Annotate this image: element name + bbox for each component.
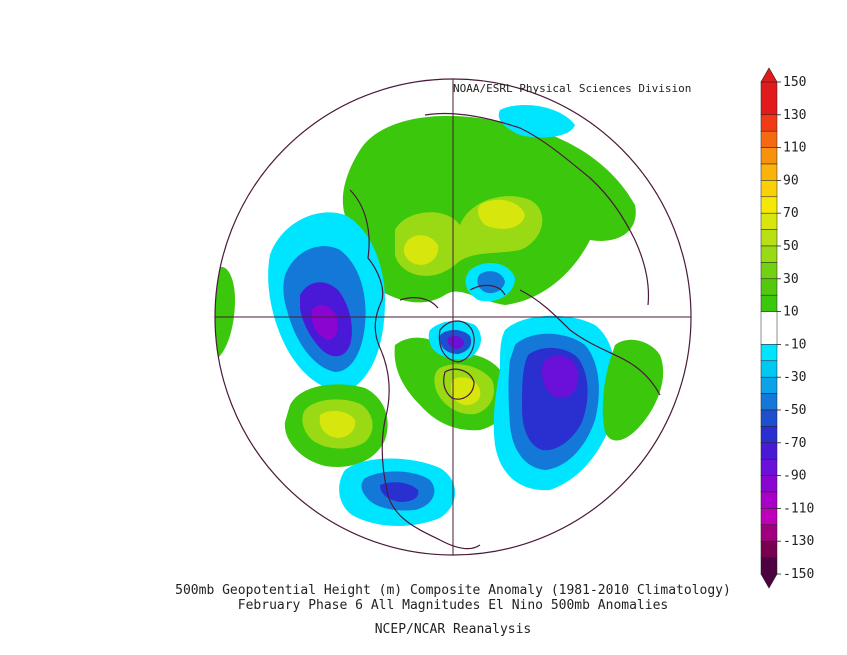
coastline-hudson bbox=[443, 368, 475, 400]
colorbar-bin bbox=[760, 409, 778, 427]
colorbar-bin bbox=[760, 491, 778, 509]
polar-map bbox=[214, 78, 692, 556]
map-boundary bbox=[214, 78, 692, 556]
colorbar-max-arrow bbox=[760, 67, 778, 83]
colorbar-bin bbox=[760, 163, 778, 181]
coastline-arctic-islands bbox=[399, 284, 506, 309]
anomaly-greenland-core bbox=[447, 335, 464, 349]
anomaly-siberia-50b bbox=[477, 199, 525, 229]
anomaly-east-pacific-50 bbox=[319, 410, 356, 438]
colorbar-tick-label: 30 bbox=[783, 272, 799, 287]
colorbar-tick-label: -130 bbox=[783, 534, 814, 549]
colorbar-bin bbox=[760, 130, 778, 148]
colorbar-bin bbox=[760, 114, 778, 132]
anomaly-europe-positive bbox=[602, 339, 664, 441]
colorbar-bin bbox=[760, 212, 778, 230]
colorbar-bin bbox=[760, 442, 778, 460]
anomaly-field bbox=[215, 105, 664, 526]
coastline-europe bbox=[519, 289, 661, 396]
anomaly-atlantic-negative-core bbox=[542, 355, 579, 398]
colorbar-bin bbox=[760, 81, 778, 116]
colorbar-bin bbox=[760, 344, 778, 362]
caption-line-3: NCEP/NCAR Reanalysis bbox=[375, 622, 532, 637]
colorbar-tick-label: -150 bbox=[783, 567, 814, 582]
anomaly-pacific-negative-peak bbox=[312, 305, 338, 340]
colorbar-tick-label: -50 bbox=[783, 403, 806, 418]
colorbar-bin bbox=[760, 245, 778, 263]
colorbar-bin bbox=[760, 294, 778, 312]
colorbar-bin bbox=[760, 557, 778, 575]
caption-line-2: February Phase 6 All Magnitudes El Nino … bbox=[238, 598, 668, 613]
colorbar-tick-label: 90 bbox=[783, 173, 799, 188]
anomaly-siberia-50 bbox=[403, 235, 439, 265]
caption-line-1: 500mb Geopotential Height (m) Composite … bbox=[175, 583, 731, 598]
colorbar-bin bbox=[760, 524, 778, 542]
colorbar-bin bbox=[760, 229, 778, 247]
colorbar-tick-label: 50 bbox=[783, 239, 799, 254]
colorbar-bin bbox=[760, 376, 778, 394]
colorbar-bin bbox=[760, 458, 778, 476]
colorbar-tick-label: 130 bbox=[783, 108, 806, 123]
colorbar-bin bbox=[760, 278, 778, 296]
colorbar-tick-label: -90 bbox=[783, 469, 806, 484]
colorbar-bin bbox=[760, 508, 778, 526]
colorbar-bin bbox=[760, 426, 778, 444]
colorbar-tick-label: -70 bbox=[783, 436, 806, 451]
colorbar-bin bbox=[760, 360, 778, 378]
colorbar-tick-label: -10 bbox=[783, 337, 806, 352]
anomaly-south-us-core bbox=[380, 482, 419, 502]
colorbar-bin bbox=[760, 475, 778, 493]
graticule bbox=[215, 79, 691, 555]
colorbar-tick-label: -110 bbox=[783, 501, 814, 516]
colorbar-bin bbox=[760, 147, 778, 165]
coastlines bbox=[349, 112, 661, 550]
colorbar-tick-label: 70 bbox=[783, 206, 799, 221]
anomaly-arctic-cyan bbox=[498, 105, 575, 138]
credit-label: NOAA/ESRL Physical Sciences Division bbox=[453, 82, 691, 95]
colorbar-tick-label: -30 bbox=[783, 370, 806, 385]
colorbar-bin bbox=[760, 180, 778, 198]
anomaly-north-pacific-green bbox=[215, 266, 235, 360]
colorbar-tick-label: 110 bbox=[783, 141, 806, 156]
colorbar-tick-label: 10 bbox=[783, 305, 799, 320]
colorbar-bin bbox=[760, 311, 778, 345]
coastline-north-america bbox=[349, 189, 481, 550]
coastline-greenland bbox=[438, 320, 475, 363]
colorbar: 150 130 110 90 70 50 30 10 -10 -30 -50 -70 -90 -110 -1… bbox=[760, 67, 814, 589]
coastline-eurasia bbox=[424, 112, 650, 306]
colorbar-bin bbox=[760, 393, 778, 411]
anomaly-hudson-60 bbox=[450, 377, 481, 406]
colorbar-bin bbox=[760, 262, 778, 280]
colorbar-tick-label: 150 bbox=[783, 75, 806, 90]
colorbar-bin bbox=[760, 540, 778, 558]
colorbar-min-arrow bbox=[760, 573, 778, 589]
colorbar-bin bbox=[760, 196, 778, 214]
